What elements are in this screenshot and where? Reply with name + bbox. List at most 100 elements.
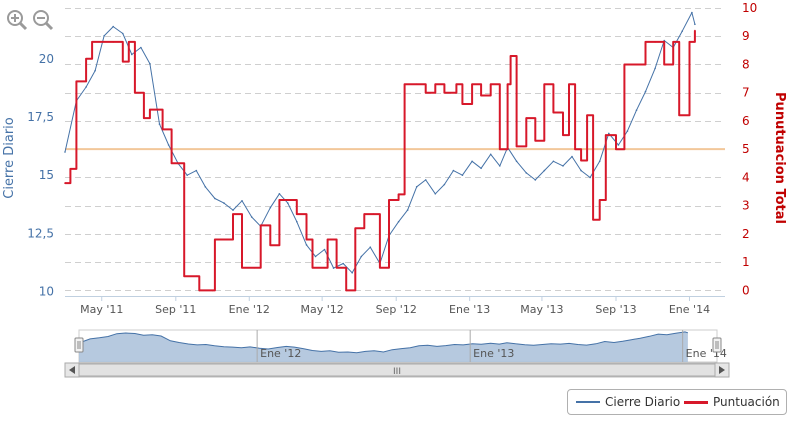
y-right-tick-label: 9 [742,29,750,43]
data-point [360,255,363,258]
y-axis-left: 10 12,5 15 17,5 20 [27,52,54,298]
y-right-tick-label: 10 [742,1,757,15]
data-point [443,183,446,186]
data-point [369,246,372,248]
zoom-in-button[interactable] [7,10,28,31]
data-point [434,193,437,195]
data-point [305,244,308,246]
y-right-tick-label: 8 [742,57,750,71]
data-point [455,83,458,85]
data-point [112,25,114,28]
x-tick-label: Ene '14 [669,303,710,316]
navigator-tick-label: Ene '13 [473,347,514,360]
data-point [471,83,473,85]
y-left-tick-label: 10 [39,284,54,298]
data-point [694,23,696,26]
data-point [269,244,272,246]
data-point [287,202,289,204]
y-left-tick-label: 20 [39,52,54,66]
data-point [605,134,607,136]
data-point [461,174,464,176]
data-point [654,41,656,43]
legend: Cierre Diario Puntuación [567,389,787,415]
arrow-left-icon [69,366,75,374]
data-point [305,238,308,241]
data-point [122,32,124,35]
data-point [589,176,591,179]
legend-item-puntuacion[interactable]: Puntuación [684,395,780,409]
data-point [195,169,198,172]
data-point [635,63,638,66]
data-point [134,91,136,94]
data-point [568,83,570,85]
data-point [598,199,601,201]
data-point [351,272,354,274]
legend-swatch-cierre-diario [576,401,600,403]
data-point [574,148,576,150]
data-point [598,160,601,163]
data-point [443,91,446,94]
data-point [323,248,326,251]
data-point [552,160,555,163]
data-point [525,172,528,174]
navigator-handle-right[interactable] [712,337,722,353]
navigator-area [79,331,688,362]
data-point [580,169,582,172]
data-point [85,58,87,60]
data-point [424,91,427,94]
data-point [379,267,381,269]
data-point [122,60,124,63]
data-point [183,275,185,278]
data-point [143,117,145,119]
navigator-tick-label: Ene '12 [260,347,301,360]
y-axis-right-title: Punutuacion Total [772,92,787,224]
data-point [615,148,617,150]
data-point [580,159,582,162]
y-right-tick-label: 7 [742,86,750,100]
data-point [296,213,298,215]
data-point [112,41,114,43]
data-point [241,267,243,269]
y-right-tick-label: 4 [742,170,750,184]
data-point [515,160,518,163]
data-point [626,130,629,132]
data-point [452,169,455,172]
series-line-cierre-diario [64,12,696,274]
y-left-tick-label: 12,5 [27,226,54,240]
data-point [424,179,427,181]
data-point [326,238,329,241]
x-tick-label: Sep '11 [155,303,196,316]
y-left-tick-label: 15 [39,168,54,182]
scroll-right-arrow[interactable] [714,362,730,378]
data-point [363,213,366,215]
data-point [489,153,492,156]
data-point [644,90,647,93]
series-points-puntuaci-n [64,29,696,292]
data-point [499,165,501,167]
data-point [562,134,564,136]
data-point [623,63,626,66]
data-point [342,262,345,265]
y-right-tick-label: 2 [742,227,750,241]
data-point [509,55,512,57]
scrollbar[interactable]: III [64,362,730,378]
data-point [434,83,437,85]
legend-item-cierre-diario[interactable]: Cierre Diario [576,395,680,409]
scroll-left-arrow[interactable] [64,362,80,378]
navigator-handle-left[interactable] [74,337,84,353]
scrollbar-grip: III [393,367,401,377]
data-point [332,267,335,269]
data-point [644,41,647,43]
data-point [278,193,281,195]
x-tick-label: Ene '13 [449,303,490,316]
data-point [198,289,201,292]
data-point [415,83,418,85]
data-point [506,83,509,85]
data-point [241,200,243,202]
data-point [415,186,418,188]
zoom-out-button[interactable] [33,10,54,31]
data-point [195,275,198,278]
data-point [617,144,620,146]
y-left-tick-label: 17,5 [27,110,54,124]
